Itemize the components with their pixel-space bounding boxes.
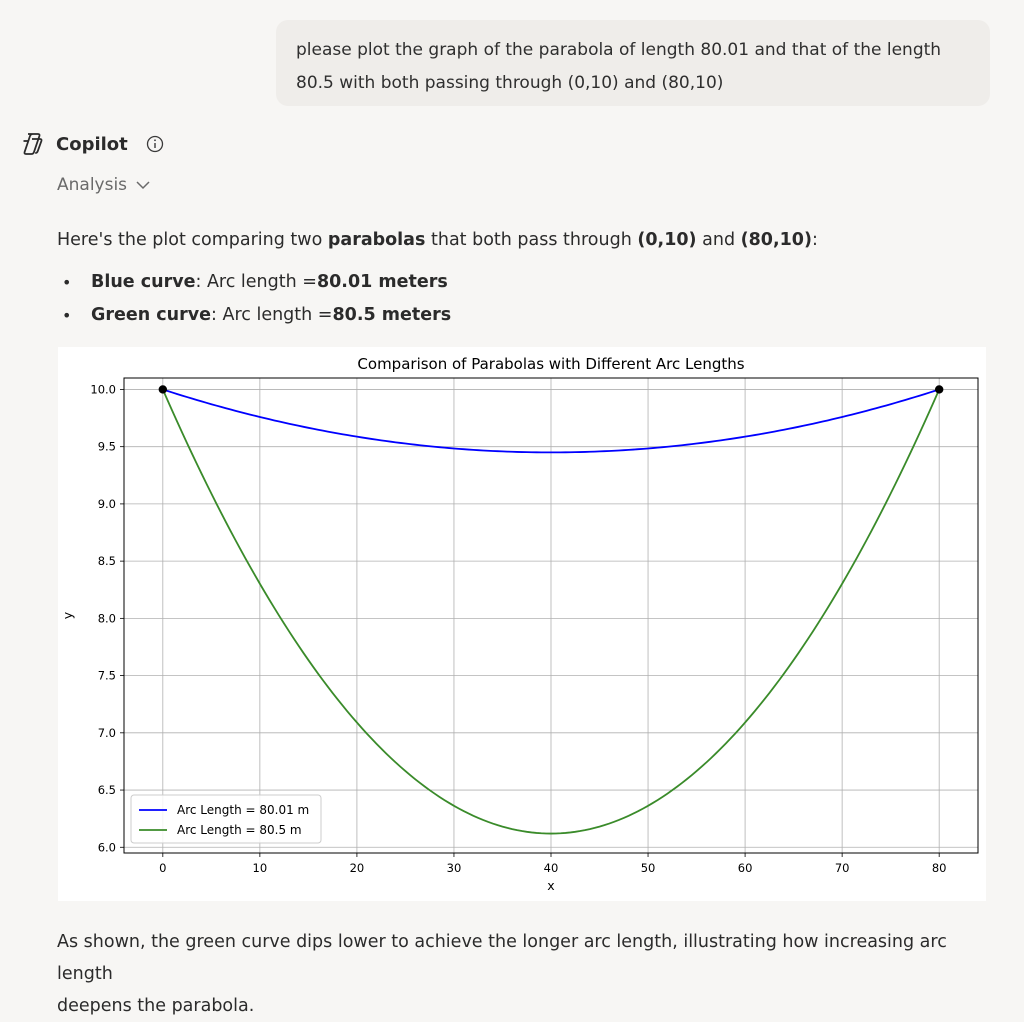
x-tick-label: 60: [738, 861, 753, 875]
conclusion-line-1: As shown, the green curve dips lower to …: [57, 932, 947, 984]
list-item: • Blue curve: Arc length = 80.01 meters: [57, 266, 451, 299]
user-message-bubble: please plot the graph of the parabola of…: [276, 20, 990, 106]
y-tick-label: 6.0: [98, 840, 116, 854]
response-intro: Here's the plot comparing two parabolas …: [57, 225, 818, 255]
x-axis-label: x: [547, 878, 554, 893]
assistant-name: Copilot: [56, 133, 128, 155]
response-bullets: • Blue curve: Arc length = 80.01 meters …: [57, 266, 451, 332]
chevron-down-icon: [136, 181, 150, 190]
intro-text-2: that both pass through: [425, 230, 638, 250]
x-tick-label: 10: [253, 861, 268, 875]
series-line: [162, 388, 940, 454]
bullet-label: Blue curve: [91, 272, 196, 292]
x-tick-label: 20: [350, 861, 365, 875]
legend-label: Arc Length = 80.5 m: [177, 823, 302, 837]
y-tick-label: 8.5: [98, 554, 116, 568]
intro-bold-point-1: (0,10): [637, 230, 697, 250]
series-line: [161, 389, 941, 835]
y-tick-label: 7.0: [98, 726, 116, 740]
data-point: [934, 385, 944, 394]
analysis-label: Analysis: [57, 175, 128, 195]
x-tick-label: 80: [932, 861, 947, 875]
y-tick-label: 8.0: [98, 611, 116, 625]
parabola-chart: Comparison of Parabolas with Different A…: [60, 355, 979, 893]
plot-frame: [123, 377, 979, 854]
bullet-dot: •: [62, 306, 72, 325]
intro-text-3: and: [696, 230, 741, 250]
data-point: [158, 385, 168, 394]
bullet-label: Green curve: [91, 305, 212, 325]
y-axis-label: y: [60, 611, 75, 619]
assistant-header: Copilot: [20, 128, 164, 160]
copilot-logo-icon: [23, 133, 43, 155]
user-message-line-2: 80.5 with both passing through (0,10) an…: [296, 73, 724, 93]
x-tick-label: 0: [159, 861, 166, 875]
list-item: • Green curve: Arc length = 80.5 meters: [57, 299, 451, 332]
bullet-dot: •: [62, 273, 72, 292]
bullet-value: 80.5 meters: [332, 305, 452, 325]
bullet-value: 80.01 meters: [316, 272, 448, 292]
y-tick-label: 9.0: [98, 497, 116, 511]
y-tick-label: 6.5: [98, 783, 116, 797]
chart-title: Comparison of Parabolas with Different A…: [357, 355, 744, 373]
y-tick-label: 9.5: [98, 440, 116, 454]
y-tick-label: 10.0: [90, 382, 116, 396]
legend-box: [130, 794, 322, 844]
x-tick-label: 30: [447, 861, 462, 875]
bullet-text: : Arc length =: [211, 305, 333, 325]
user-message-line-1: please plot the graph of the parabola of…: [296, 40, 942, 60]
y-tick-label: 7.5: [98, 669, 116, 683]
intro-text-1: Here's the plot comparing two: [57, 230, 328, 250]
x-tick-label: 70: [835, 861, 850, 875]
x-tick-label: 40: [544, 861, 559, 875]
intro-bold-parabolas: parabolas: [327, 230, 426, 250]
legend-label: Arc Length = 80.01 m: [177, 803, 309, 817]
intro-bold-point-2: (80,10): [740, 230, 812, 250]
intro-text-4: :: [811, 230, 818, 250]
bullet-text: : Arc length =: [195, 272, 317, 292]
response-conclusion: As shown, the green curve dips lower to …: [57, 926, 987, 1022]
analysis-toggle[interactable]: Analysis: [57, 175, 151, 195]
info-icon[interactable]: [146, 135, 164, 153]
chart-image: Comparison of Parabolas with Different A…: [58, 347, 986, 901]
x-tick-label: 50: [641, 861, 656, 875]
conclusion-line-2: deepens the parabola.: [57, 996, 255, 1016]
